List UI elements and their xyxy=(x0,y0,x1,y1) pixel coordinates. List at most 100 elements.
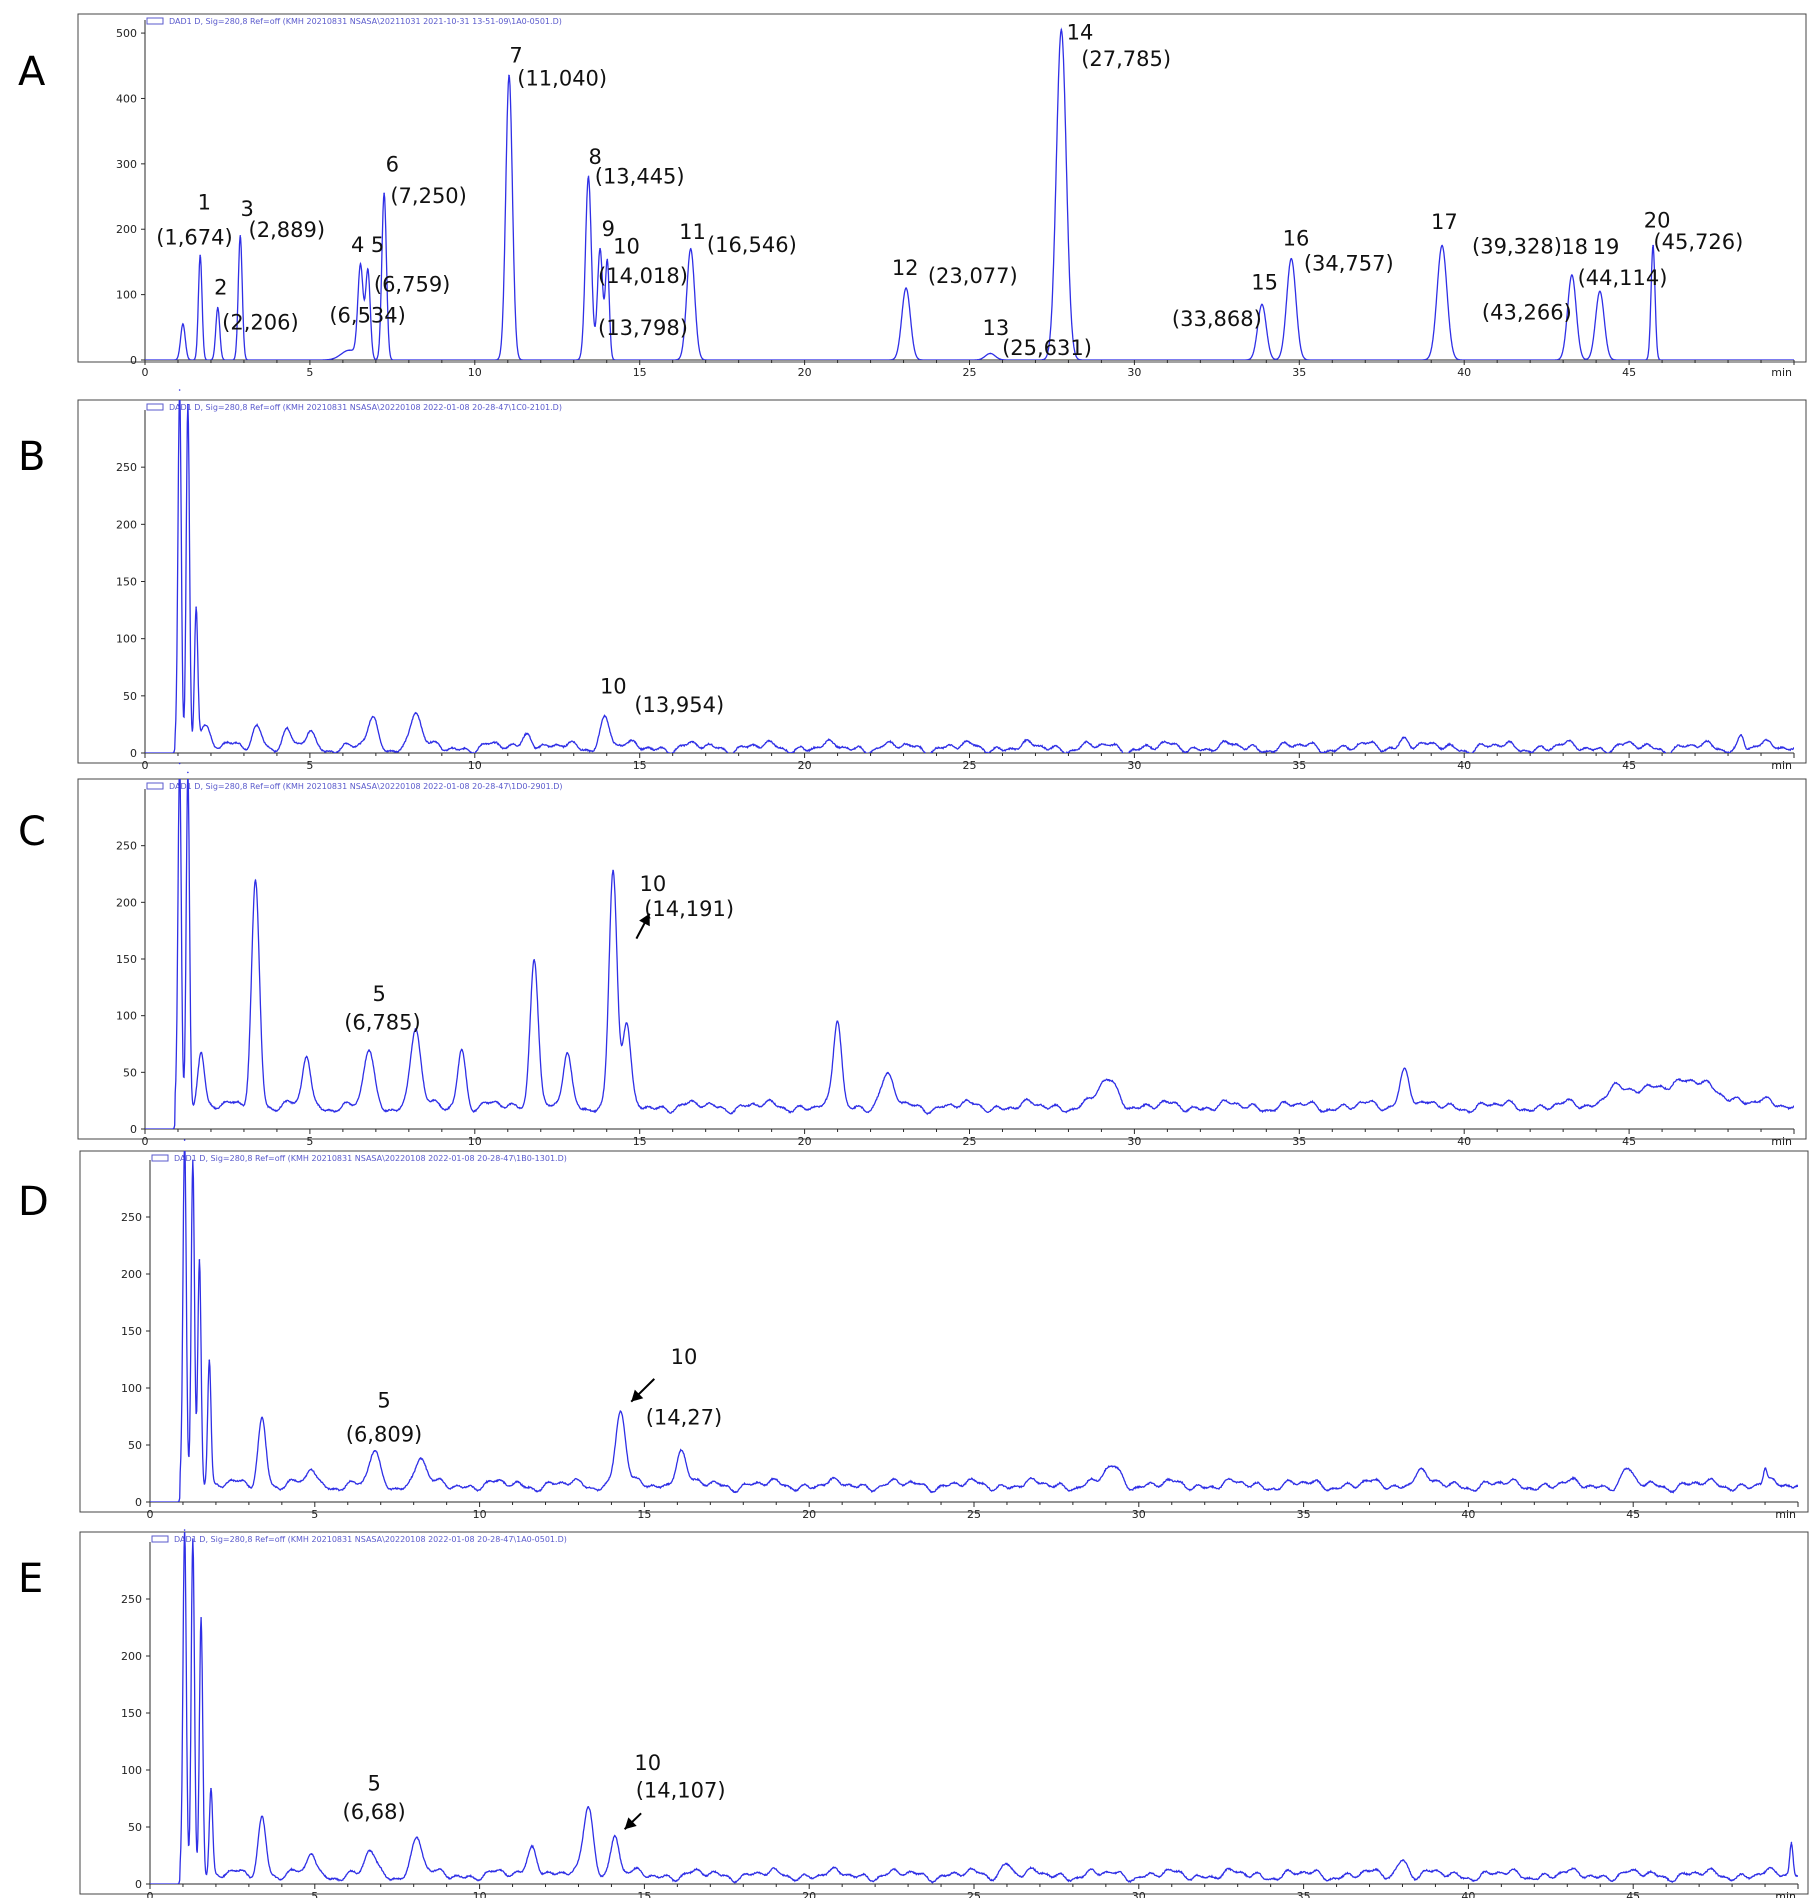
x-tick-label: 20 xyxy=(798,366,812,379)
peak-point xyxy=(414,712,417,714)
peak-point xyxy=(1404,1067,1406,1070)
x-tick-label: 30 xyxy=(1127,759,1141,772)
x-tick-label: 45 xyxy=(1626,1890,1640,1898)
peak-point xyxy=(210,1787,212,1790)
peak-point xyxy=(679,1449,682,1452)
peak-point xyxy=(1111,1465,1114,1468)
arrow-head xyxy=(631,1389,644,1402)
y-tick-label: 200 xyxy=(121,1650,142,1663)
y-tick-label: 50 xyxy=(123,1066,137,1079)
peak-annotation: 11 xyxy=(679,220,706,244)
x-tick-label: 20 xyxy=(798,759,812,772)
chart-panel-b: B DAD1 D, Sig=280,8 Ref=off (KMH 20210831… xyxy=(18,389,1807,772)
peak-point xyxy=(256,724,258,726)
peak-point xyxy=(261,1416,263,1419)
peak-annotation: (6,809) xyxy=(346,1423,423,1447)
peak-point xyxy=(566,1051,568,1054)
peak-annotation: (11,040) xyxy=(517,66,607,90)
signal-header: DAD1 D, Sig=280,8 Ref=off (KMH 20210831 … xyxy=(174,1535,567,1544)
peak-point xyxy=(1740,734,1743,736)
peak-point xyxy=(187,771,189,774)
x-unit-label: min xyxy=(1771,366,1792,379)
legend-swatch xyxy=(146,17,164,25)
x-tick-label: 15 xyxy=(633,366,647,379)
x-tick-label: 30 xyxy=(1127,1135,1141,1148)
y-tick-label: 250 xyxy=(121,1593,142,1606)
peak-annotation: (14,27) xyxy=(646,1405,723,1429)
y-tick-label: 200 xyxy=(116,223,137,236)
peak-annotation: 6 xyxy=(386,153,399,177)
plot-frame xyxy=(77,13,1807,363)
x-tick-label: 5 xyxy=(306,759,313,772)
peak-point xyxy=(1006,1863,1008,1865)
peak-annotation: 5 xyxy=(367,1772,380,1796)
legend-swatch xyxy=(151,1535,169,1543)
peak-point xyxy=(178,389,181,391)
peak-point xyxy=(1418,1469,1420,1471)
peak-annotation: (14,191) xyxy=(644,897,734,921)
peak-point xyxy=(1261,303,1263,306)
x-unit-label: min xyxy=(1775,1890,1796,1898)
peak-point xyxy=(310,1468,313,1471)
plot-frame xyxy=(79,1150,1809,1513)
x-unit-label: min xyxy=(1771,1135,1792,1148)
peak-point xyxy=(1625,1467,1628,1470)
peak-point xyxy=(367,1049,370,1051)
peak-point xyxy=(989,352,992,355)
x-tick-label: 0 xyxy=(147,1890,154,1898)
x-tick-label: 20 xyxy=(802,1890,816,1898)
peak-point xyxy=(614,1835,616,1837)
peak-annotation: 2 xyxy=(214,276,227,300)
x-tick-label: 0 xyxy=(147,1508,154,1521)
peak-point xyxy=(1571,274,1573,276)
x-tick-label: 5 xyxy=(311,1508,318,1521)
peak-annotation: 10 xyxy=(640,872,667,896)
peak-annotation: 14 xyxy=(1067,21,1094,45)
peak-point xyxy=(1790,1841,1793,1844)
peak-annotation: (6,759) xyxy=(374,272,451,296)
panel-label: A xyxy=(18,49,46,95)
peak-annotation: (2,206) xyxy=(222,310,299,334)
peak-point xyxy=(416,1836,418,1839)
x-tick-label: 5 xyxy=(311,1890,318,1898)
peak-annotation: 15 xyxy=(1251,270,1278,294)
x-tick-label: 15 xyxy=(637,1508,651,1521)
peak-annotation: 10 xyxy=(671,1345,698,1369)
y-tick-label: 200 xyxy=(121,1268,142,1281)
x-tick-label: 45 xyxy=(1622,366,1636,379)
x-tick-label: 35 xyxy=(1297,1890,1311,1898)
y-tick-label: 0 xyxy=(130,747,137,760)
peak-annotation: 5 xyxy=(372,982,385,1006)
peak-point xyxy=(1764,1467,1766,1470)
signal-trace xyxy=(150,1532,1798,1884)
peak-point xyxy=(1441,244,1443,247)
panel-label: B xyxy=(18,434,45,480)
peak-point xyxy=(619,1410,622,1412)
peak-point xyxy=(604,715,607,718)
peak-point xyxy=(1599,290,1601,293)
peak-annotation: 5 xyxy=(377,1388,390,1412)
plot-frame xyxy=(77,778,1807,1140)
peak-annotation: 3 xyxy=(241,197,254,221)
peak-point xyxy=(1401,1859,1404,1862)
y-tick-label: 50 xyxy=(128,1821,142,1834)
y-tick-label: 150 xyxy=(116,953,137,966)
y-tick-label: 150 xyxy=(116,576,137,589)
peak-point xyxy=(836,1020,839,1022)
peak-annotation: (43,266) xyxy=(1482,300,1572,324)
legend-swatch xyxy=(146,403,164,411)
x-tick-label: 10 xyxy=(473,1890,487,1898)
y-tick-label: 0 xyxy=(135,1496,142,1509)
peak-point xyxy=(508,74,510,77)
y-tick-label: 200 xyxy=(116,896,137,909)
y-tick-label: 500 xyxy=(116,27,137,40)
y-tick-label: 0 xyxy=(130,354,137,367)
peak-point xyxy=(203,724,206,726)
peak-point xyxy=(1060,29,1063,31)
x-tick-label: 40 xyxy=(1461,1890,1475,1898)
peak-point xyxy=(526,732,529,735)
y-tick-label: 50 xyxy=(123,690,137,703)
x-tick-label: 40 xyxy=(1457,1135,1471,1148)
peak-point xyxy=(419,1457,422,1460)
